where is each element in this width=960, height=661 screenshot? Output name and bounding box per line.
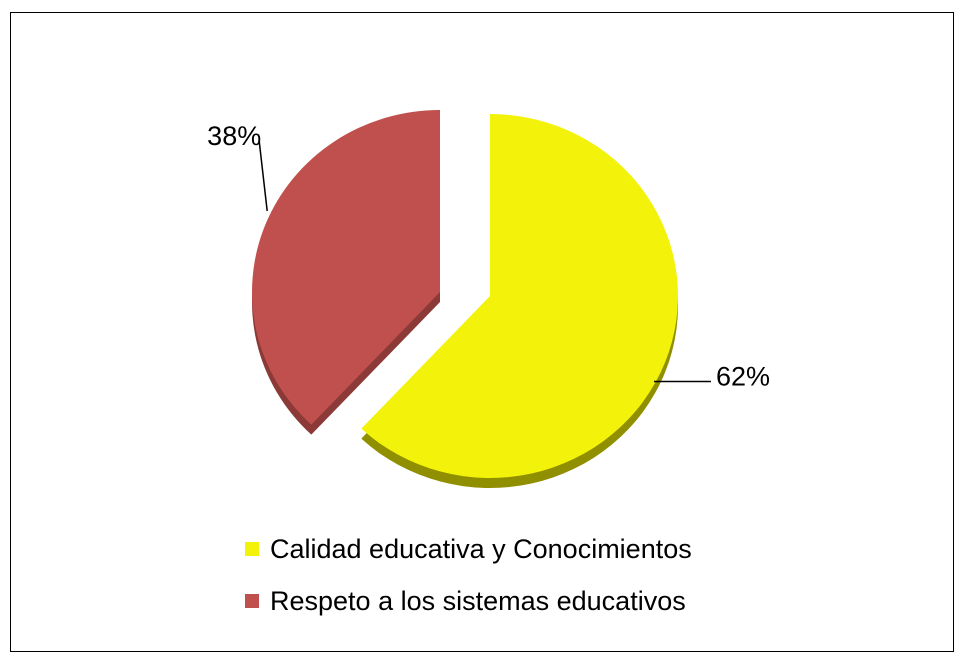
pie-slices bbox=[251, 110, 678, 489]
leader-lines bbox=[258, 140, 711, 383]
legend: Calidad educativa y Conocimientos Respet… bbox=[245, 528, 692, 632]
legend-label-respeto: Respeto a los sistemas educativos bbox=[270, 585, 686, 616]
data-label-respeto: 38% bbox=[207, 121, 261, 151]
legend-label-calidad: Calidad educativa y Conocimientos bbox=[270, 533, 692, 564]
legend-item-calidad: Calidad educativa y Conocimientos bbox=[245, 528, 692, 570]
pie-slice-respeto bbox=[252, 110, 440, 425]
legend-swatch-respeto bbox=[245, 594, 259, 608]
pie-slice-calidad bbox=[361, 114, 678, 478]
data-label-calidad: 62% bbox=[716, 361, 770, 391]
leader-line-respeto bbox=[258, 140, 268, 212]
legend-item-respeto: Respeto a los sistemas educativos bbox=[245, 580, 692, 622]
legend-swatch-calidad bbox=[245, 542, 259, 556]
